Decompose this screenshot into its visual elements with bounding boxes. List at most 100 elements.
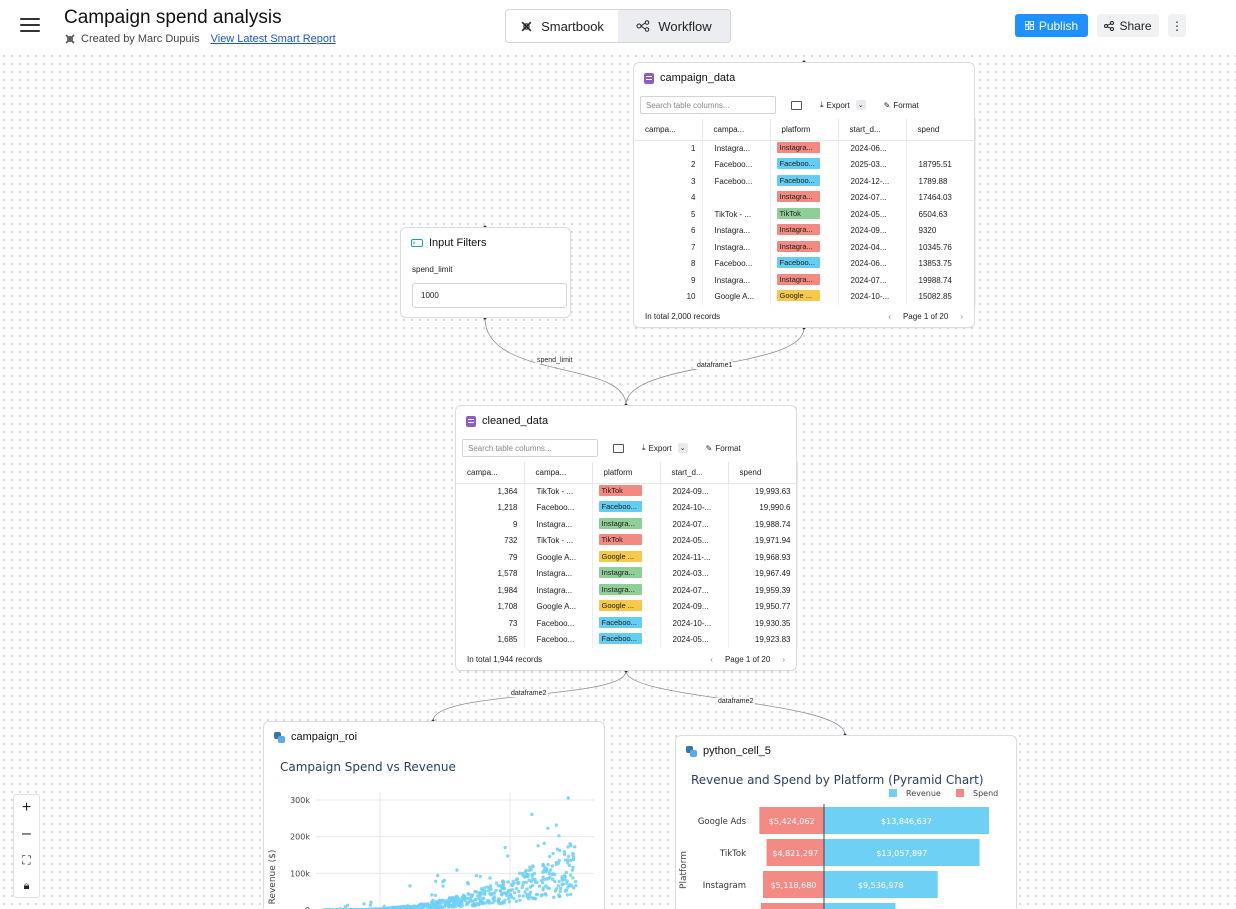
platform-cell: Instagra... <box>592 582 661 599</box>
table-row[interactable]: 5 TikTok - ... TikTok 2024-05... 6504.63 <box>634 206 976 223</box>
scatter-point <box>509 894 513 898</box>
table-row[interactable]: 1,578 Instagra... Instagra... 2024-03... 19,… <box>456 565 798 582</box>
table-row[interactable]: 2 Faceboo... Faceboo... 2025-03... 18795.51 <box>634 156 976 173</box>
table-row[interactable]: 4 Instagra... 2024-07... 17464.03 <box>634 189 976 206</box>
prev-page-icon[interactable]: ‹ <box>888 312 891 321</box>
prev-page-icon[interactable]: ‹ <box>710 655 713 664</box>
next-page-icon[interactable]: › <box>782 655 785 664</box>
view-smart-report-link[interactable]: View Latest Smart Report <box>210 33 336 45</box>
zoom-out-icon[interactable]: – <box>22 825 31 842</box>
table-row[interactable]: 3 Faceboo... Faceboo... 2024-12-... 1789.88 <box>634 173 976 190</box>
scatter-point <box>430 906 434 909</box>
scatter-point <box>492 895 496 899</box>
node-campaign-data[interactable]: campaign_data Search table columns... ⤓ E… <box>633 62 976 328</box>
tab-smartbook[interactable]: Smartbook <box>506 10 618 42</box>
scatter-point <box>530 874 534 878</box>
scatter-point <box>466 901 470 905</box>
scatter-point <box>570 868 575 872</box>
lock-icon[interactable]: 🔒︎ <box>23 879 30 892</box>
scatter-point <box>557 858 562 863</box>
table-row[interactable]: 1,708 Google A... Google ... 2024-09... 19,9… <box>456 598 798 615</box>
platform-tag: Instagra... <box>776 240 820 252</box>
total-records: In total 1,944 records <box>467 655 543 664</box>
platform-cell: Google ... <box>592 549 661 566</box>
node-campaign-roi[interactable]: campaign_roi Campaign Spend vs Revenue 3… <box>263 721 605 909</box>
table-row[interactable]: 732 TikTok - ... TikTok 2024-05... 19,971.94 <box>456 532 798 549</box>
format-button[interactable]: ✎ Format <box>706 444 741 453</box>
scatter-point <box>445 903 449 907</box>
column-header[interactable]: platform <box>770 119 839 141</box>
next-page-icon[interactable]: › <box>960 312 963 321</box>
table-row[interactable]: 73 Faceboo... Faceboo... 2024-10-... 19,930.… <box>456 615 798 632</box>
table-cell: Instagra... <box>524 565 593 582</box>
platform-tag: TikTok <box>776 207 820 219</box>
zoom-in-icon[interactable]: + <box>21 799 32 816</box>
table-row[interactable]: 1,685 Faceboo... Faceboo... 2024-05... 19,92… <box>456 631 798 648</box>
platform-cell: Faceboo... <box>592 499 661 516</box>
table-row[interactable]: 1 Instagra... Instagra... 2024-06... <box>634 140 976 157</box>
platform-cell: Instagra... <box>592 565 661 582</box>
search-columns-input[interactable]: Search table columns... <box>640 96 776 114</box>
scatter-point <box>552 895 556 899</box>
table-cell: 9 <box>456 516 525 533</box>
table-cell: 19,967.49 <box>728 565 798 582</box>
chart-title: Campaign Spend vs Revenue <box>280 760 456 774</box>
chevron-down-icon[interactable]: ⌄ <box>855 100 866 110</box>
scatter-point <box>482 886 487 890</box>
more-options-icon[interactable]: ⋮ <box>1168 14 1186 37</box>
table-row[interactable]: 7 Instagra... Instagra... 2024-04... 10345.7… <box>634 239 976 256</box>
tab-workflow[interactable]: Workflow <box>618 10 730 42</box>
format-button[interactable]: ✎ Format <box>884 101 919 110</box>
chevron-down-icon[interactable]: ⌄ <box>677 443 688 453</box>
table-row[interactable]: 9 Instagra... Instagra... 2024-07... 19988.7… <box>634 272 976 289</box>
node-python-cell-5[interactable]: python_cell_5 Revenue and Spend by Platf… <box>675 735 1017 909</box>
scatter-point <box>547 854 552 859</box>
node-cleaned-data[interactable]: cleaned_data Search table columns... ⤓ Ex… <box>455 405 798 671</box>
expand-icon[interactable] <box>791 100 802 110</box>
scatter-point <box>571 865 575 870</box>
fit-view-icon[interactable]: ⛶ <box>22 852 31 867</box>
column-header[interactable]: spend <box>906 119 976 141</box>
column-header[interactable]: start_d... <box>660 462 729 484</box>
platform-tag: Google ... <box>598 550 642 562</box>
scatter-point <box>515 886 519 891</box>
table-row[interactable]: 8 Faceboo... Faceboo... 2024-06... 13853.75 <box>634 255 976 272</box>
column-header[interactable]: campa... <box>634 119 703 141</box>
table-row[interactable]: 1,218 Faceboo... Faceboo... 2024-10-... 19,9… <box>456 499 798 516</box>
revenue-value-label: $13,057,897 <box>876 849 927 858</box>
node-input-filters[interactable]: Input Filters spend_limit <box>400 227 571 318</box>
table-cell: TikTok - ... <box>524 532 593 549</box>
column-header[interactable]: platform <box>592 462 661 484</box>
column-header[interactable]: campa... <box>456 462 525 484</box>
column-header[interactable]: campa... <box>524 462 593 484</box>
scatter-point <box>455 902 459 907</box>
expand-icon[interactable] <box>613 443 624 453</box>
table-row[interactable]: 10 Google A... Google ... 2024-10-... 15082.… <box>634 288 976 305</box>
scatter-point <box>522 874 526 878</box>
export-button[interactable]: ⤓ Export ⌄ <box>642 443 688 453</box>
platform-tag: Faceboo... <box>598 633 642 645</box>
scatter-point <box>569 873 573 877</box>
spend-limit-input[interactable] <box>412 283 567 308</box>
scatter-point <box>442 905 447 909</box>
table-row[interactable]: 6 Instagra... Instagra... 2024-09... 9320 <box>634 222 976 239</box>
publish-button[interactable]: Publish <box>1015 14 1088 37</box>
byline: Created by Marc Dupuis View Latest Smart… <box>64 33 336 45</box>
table-cell: 2025-03... <box>838 156 907 173</box>
table-row[interactable]: 9 Instagra... Instagra... 2024-07... 19,988.… <box>456 516 798 533</box>
table-row[interactable]: 1,364 TikTok - ... TikTok 2024-09... 19,993.… <box>456 483 798 500</box>
column-header[interactable]: start_d... <box>838 119 907 141</box>
hamburger-menu-icon[interactable] <box>18 14 42 38</box>
column-header[interactable]: campa... <box>702 119 771 141</box>
column-header[interactable]: spend <box>728 462 798 484</box>
export-button[interactable]: ⤓ Export ⌄ <box>820 100 866 110</box>
scatter-point <box>466 892 470 896</box>
scatter-point <box>529 879 534 884</box>
share-button[interactable]: Share <box>1097 14 1159 37</box>
download-icon: ⤓ <box>820 100 824 109</box>
search-columns-input[interactable]: Search table columns... <box>462 439 598 457</box>
table-row[interactable]: 79 Google A... Google ... 2024-11-... 19,968… <box>456 549 798 566</box>
table-row[interactable]: 1,984 Instagra... Instagra... 2024-07... 19,… <box>456 582 798 599</box>
scatter-point <box>420 902 424 906</box>
platform-tag: Faceboo... <box>598 501 642 513</box>
